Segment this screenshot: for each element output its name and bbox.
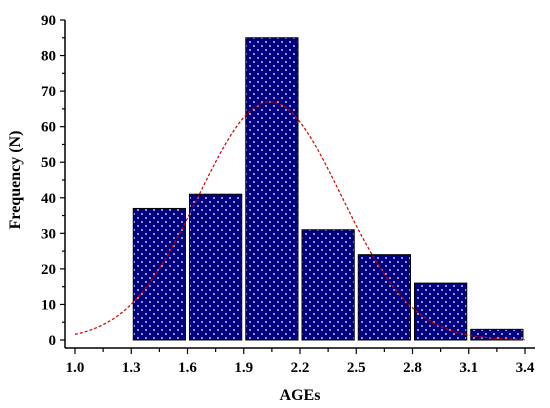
histogram-bar-6 <box>414 282 468 341</box>
y-tick-label: 50 <box>41 155 56 171</box>
histogram-bar-1 <box>132 207 186 341</box>
histogram-bar-2 <box>189 193 243 341</box>
y-tick-label: 60 <box>41 120 56 136</box>
y-tick-label: 10 <box>41 297 56 313</box>
normal-fit-curve <box>74 101 526 341</box>
x-tick-label: 2.2 <box>291 360 310 376</box>
x-tick-label: 3.1 <box>459 360 478 376</box>
x-tick-label: 1.0 <box>66 360 85 376</box>
histogram-bar-4 <box>301 229 355 341</box>
histogram-bar-3 <box>245 37 299 341</box>
x-tick-label: 3.4 <box>516 360 535 376</box>
x-tick-label: 2.8 <box>403 360 422 376</box>
x-tick-label: 1.9 <box>234 360 253 376</box>
y-tick-label: 20 <box>41 262 56 278</box>
y-tick-label: 90 <box>41 13 56 29</box>
y-axis-title: Frequency (N) <box>7 131 24 230</box>
y-tick-label: 0 <box>49 333 57 349</box>
y-tick-label: 80 <box>41 49 56 65</box>
x-tick-label: 1.3 <box>122 360 141 376</box>
histogram-bar-7 <box>470 328 524 341</box>
y-tick-label: 30 <box>41 226 56 242</box>
x-tick-label: 1.6 <box>178 360 197 376</box>
x-tick-label: 2.5 <box>347 360 366 376</box>
x-axis-title: AGEs <box>280 387 321 404</box>
y-tick-label: 40 <box>41 191 56 207</box>
bars-layer <box>132 37 524 341</box>
axes-layer: 0 10 20 30 40 50 60 70 80 90 1.0 1.3 1.6 1.9 2.2 2.5 2.8… <box>41 13 535 376</box>
y-tick-label: 70 <box>41 84 56 100</box>
